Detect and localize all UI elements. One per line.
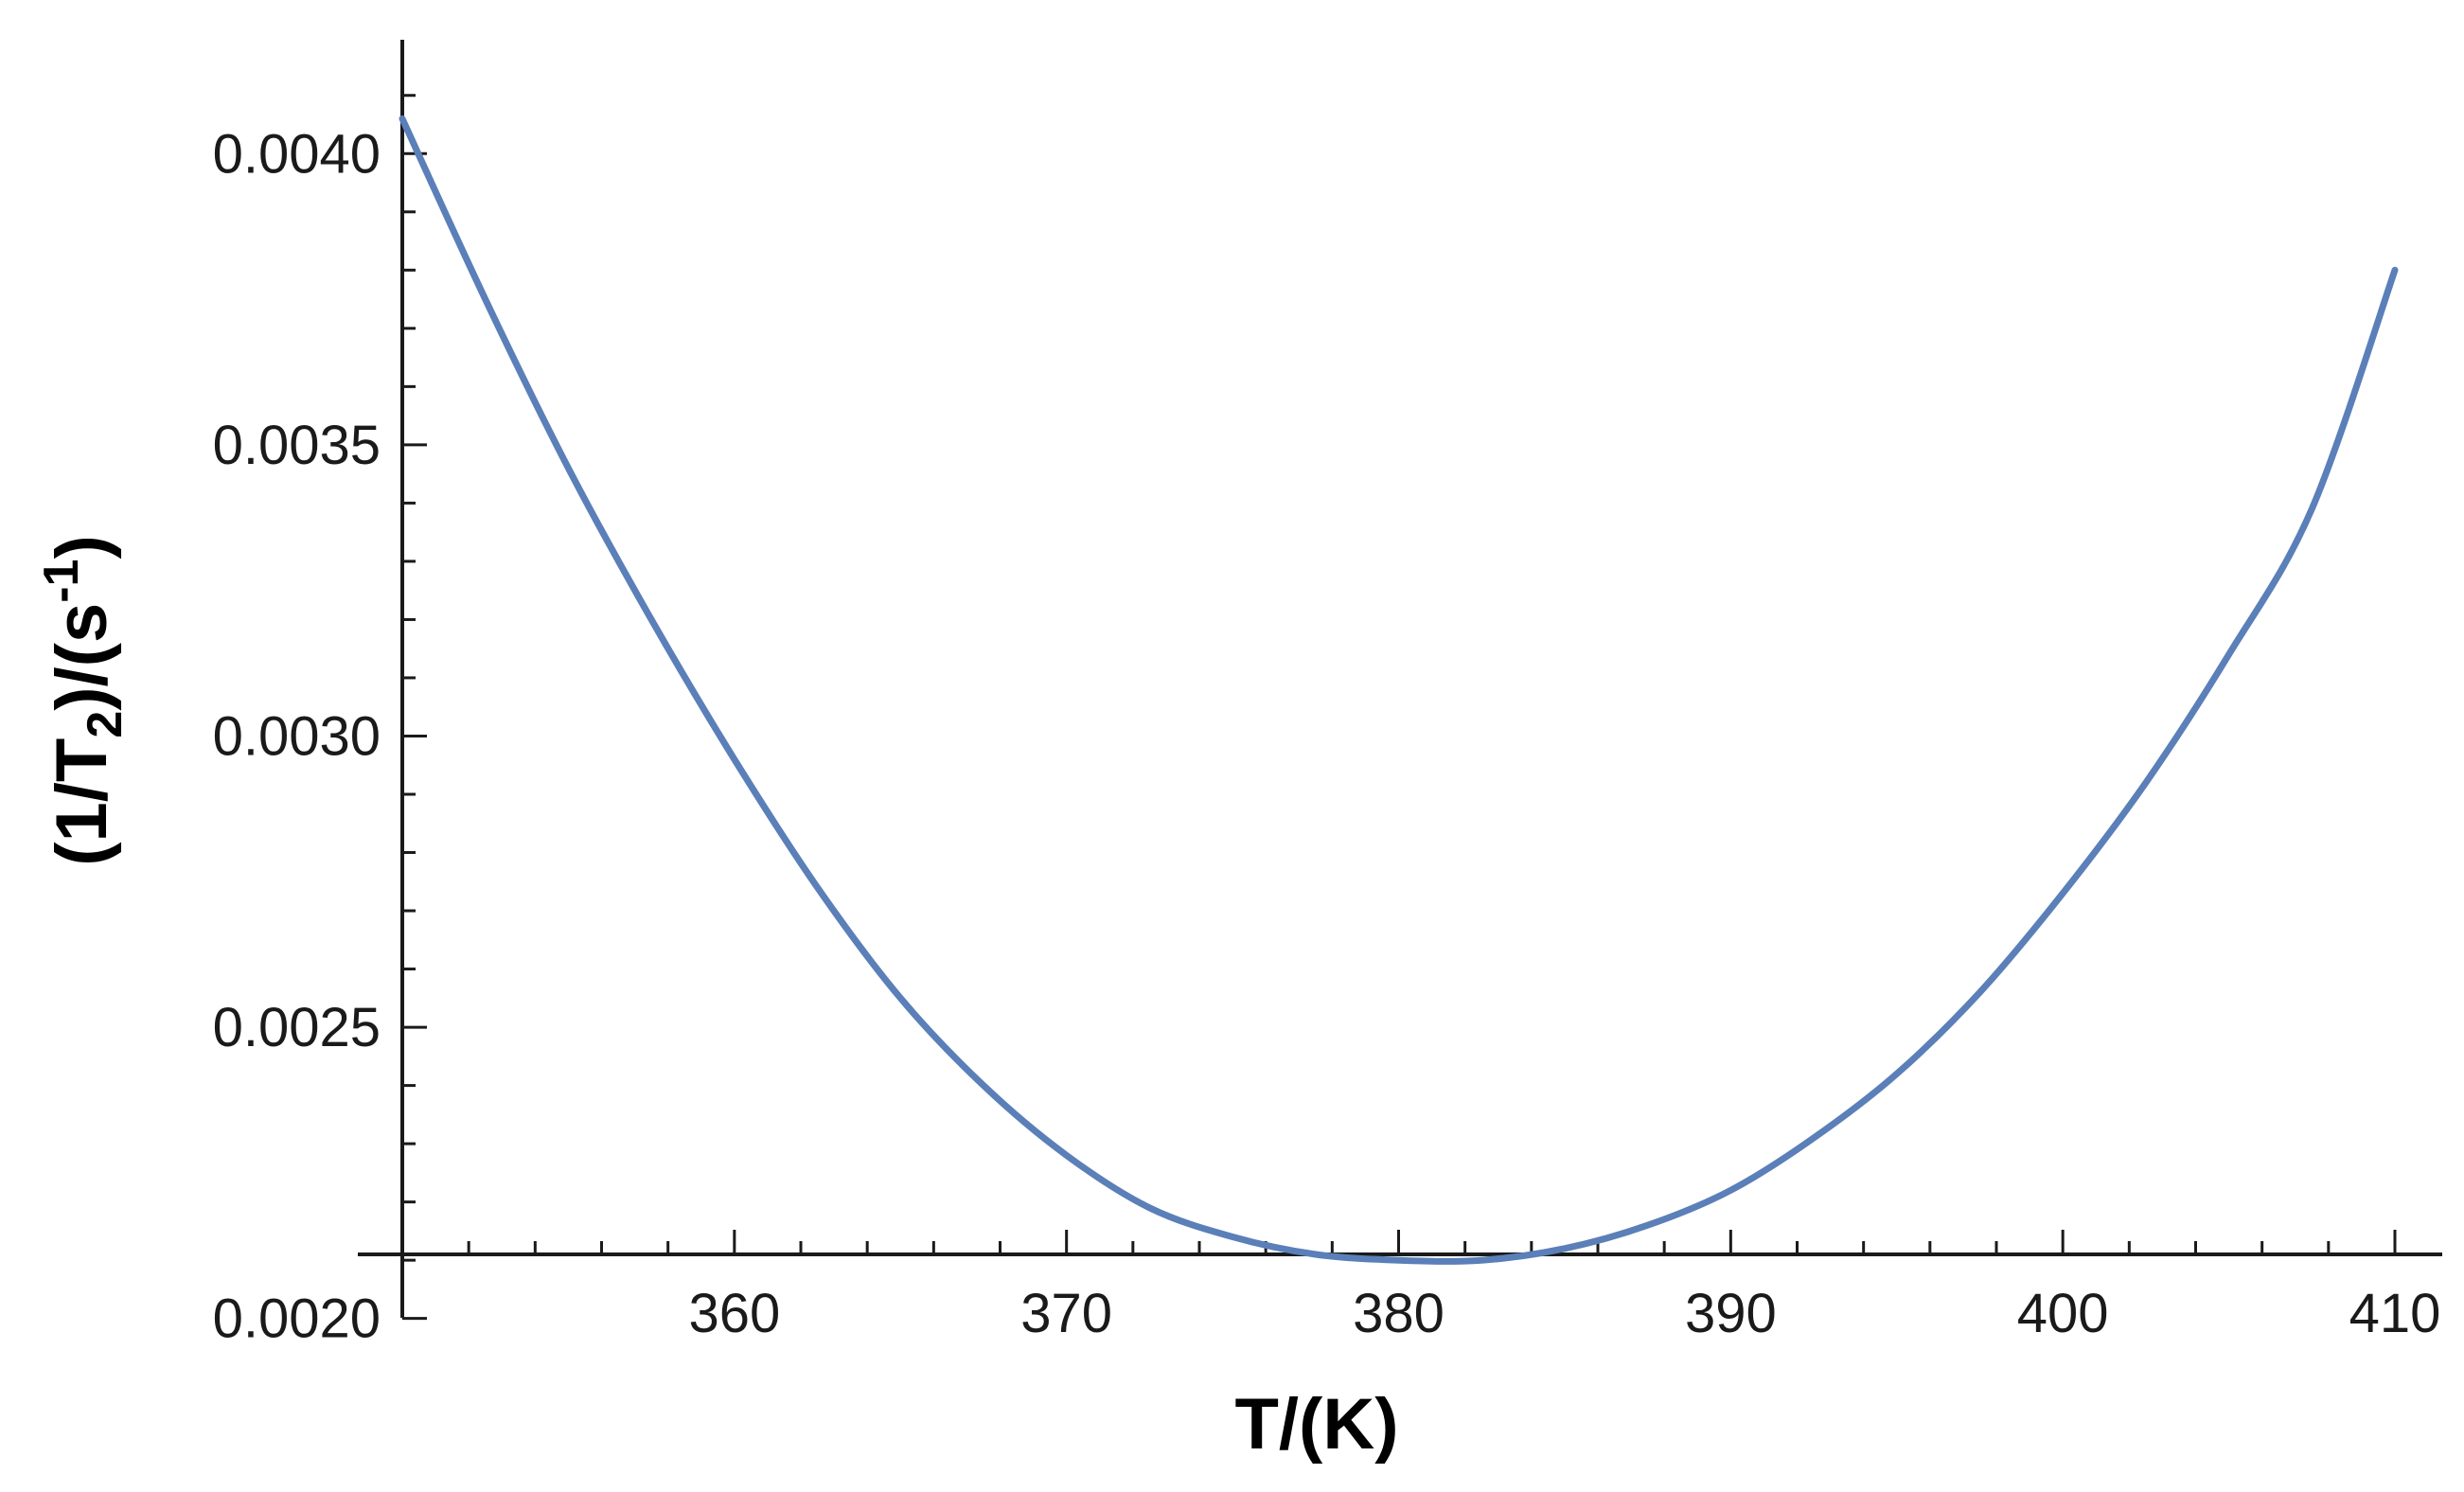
y-tick-label: 0.0020 <box>213 1288 381 1350</box>
x-tick-label: 400 <box>2017 1283 2109 1344</box>
y-tick-label: 0.0025 <box>213 997 381 1058</box>
x-tick-label: 390 <box>1685 1283 1777 1344</box>
y-axis-title-sub: 2 <box>78 711 133 738</box>
y-axis-title-part3: ) <box>42 535 122 559</box>
x-tick-label: 370 <box>1020 1283 1112 1344</box>
series-line-0 <box>399 115 2399 1265</box>
y-tick-label: 0.0040 <box>213 123 381 185</box>
y-axis-title-sup: -1 <box>34 560 89 603</box>
x-axis-title: T/(K) <box>1234 1384 1398 1465</box>
x-tick-label: 360 <box>688 1283 780 1344</box>
y-tick-label: 0.0030 <box>213 705 381 767</box>
x-tick-label: 380 <box>1353 1283 1445 1344</box>
y-axis-title-part2: )/(s <box>42 603 122 711</box>
series-layer <box>399 115 2399 1265</box>
y-tick-label: 0.0035 <box>213 415 381 476</box>
axes: 360 370 380 390 400 410 0.0020 0.0025 0.0030 0.00… <box>213 40 2442 1350</box>
y-axis-title-part1: (1/T <box>42 738 122 866</box>
y-axis-title: (1/T2)/(s-1) <box>34 535 133 866</box>
x-tick-label: 410 <box>2349 1283 2441 1344</box>
